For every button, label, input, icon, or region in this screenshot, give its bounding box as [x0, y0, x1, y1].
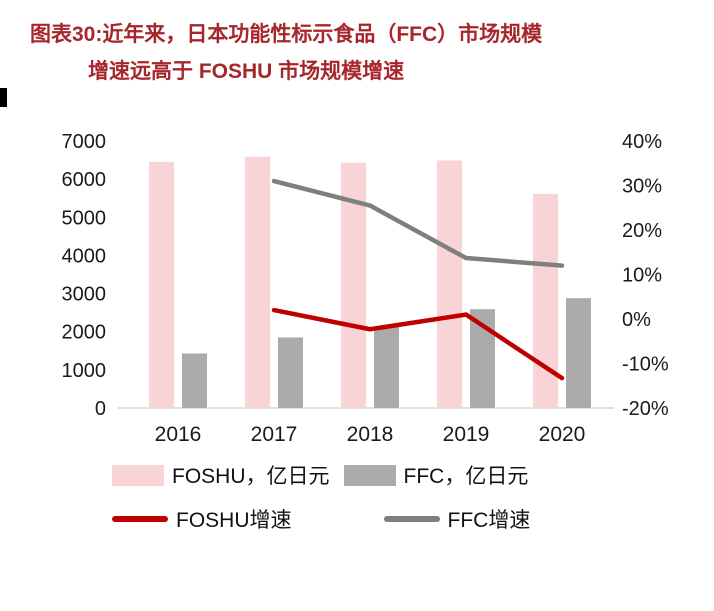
legend-row-lines: FOSHU增速 FFC增速	[112, 504, 714, 534]
x-axis-category-label: 2019	[443, 423, 490, 446]
bar-FOSHU，亿日元	[437, 160, 462, 408]
bar-FFC，亿日元	[278, 337, 303, 408]
foshu-line-swatch	[112, 516, 168, 522]
legend-item-foshu-line: FOSHU增速	[112, 504, 292, 534]
line-FOSHU增速	[271, 307, 565, 381]
right-axis-tick-label: -10%	[622, 354, 669, 376]
left-axis-tick-label: 6000	[62, 169, 107, 191]
legend-item-ffc-bar: FFC，亿日元	[343, 460, 529, 490]
legend-label-foshu-bar: FOSHU，亿日元	[172, 465, 330, 488]
chart-title-line2: 增速远高于 FOSHU 市场规模增速	[88, 60, 405, 83]
legend-row-bars: FOSHU，亿日元 FFC，亿日元	[112, 460, 714, 490]
left-axis-tick-label: 5000	[62, 207, 107, 229]
x-axis-category-label: 2020	[539, 423, 586, 446]
x-axis-category-label: 2016	[155, 423, 202, 446]
foshu-bar-swatch	[112, 464, 164, 486]
legend-label-foshu-line: FOSHU增速	[176, 509, 292, 532]
legend-item-foshu-bar: FOSHU，亿日元	[112, 460, 330, 490]
bar-FOSHU，亿日元	[245, 156, 270, 408]
x-axis-category-label: 2018	[347, 423, 394, 446]
chart-legend: FOSHU，亿日元 FFC，亿日元 FOSHU增速 FFC增速	[112, 460, 714, 534]
left-accent-bar	[0, 88, 7, 107]
left-axis-tick-label: 7000	[62, 131, 107, 153]
bar-FOSHU，亿日元	[149, 161, 174, 408]
left-axis-tick-label: 3000	[62, 284, 107, 306]
right-axis-tick-label: 40%	[622, 131, 662, 153]
bar-FFC，亿日元	[374, 326, 399, 408]
left-axis-tick-label: 4000	[62, 245, 107, 267]
bar-FOSHU，亿日元	[533, 194, 558, 408]
combo-chart: 0 1000 2000 3000 4000 5000 6000 7000 -20% -10% 0% 1…	[62, 131, 669, 446]
line-FFC增速	[271, 178, 565, 268]
right-axis-tick-label: -20%	[622, 398, 669, 420]
chart-title: 图表30:近年来，日本功能性标示食品（FFC）市场规模 增速远高于 FOSHU …	[0, 0, 714, 90]
left-axis-tick-label: 0	[95, 398, 106, 420]
legend-label-ffc-bar: FFC，亿日元	[403, 465, 529, 488]
chart-title-line1: 图表30:近年来，日本功能性标示食品（FFC）市场规模	[30, 23, 543, 46]
right-axis-tick-label: 10%	[622, 265, 662, 287]
right-axis-tick-label: 30%	[622, 176, 662, 198]
bar-FFC，亿日元	[182, 353, 207, 408]
right-axis-tick-label: 0%	[622, 309, 651, 331]
left-axis-tick-label: 2000	[62, 322, 107, 344]
legend-item-ffc-line: FFC增速	[383, 504, 531, 534]
left-axis-tick-label: 1000	[62, 360, 107, 382]
ffc-bar-swatch	[343, 464, 396, 486]
legend-label-ffc-line: FFC增速	[447, 509, 531, 532]
bar-FFC，亿日元	[566, 298, 591, 408]
right-axis-tick-label: 20%	[622, 220, 662, 242]
x-axis-category-label: 2017	[251, 423, 298, 446]
ffc-line-swatch	[383, 516, 440, 522]
